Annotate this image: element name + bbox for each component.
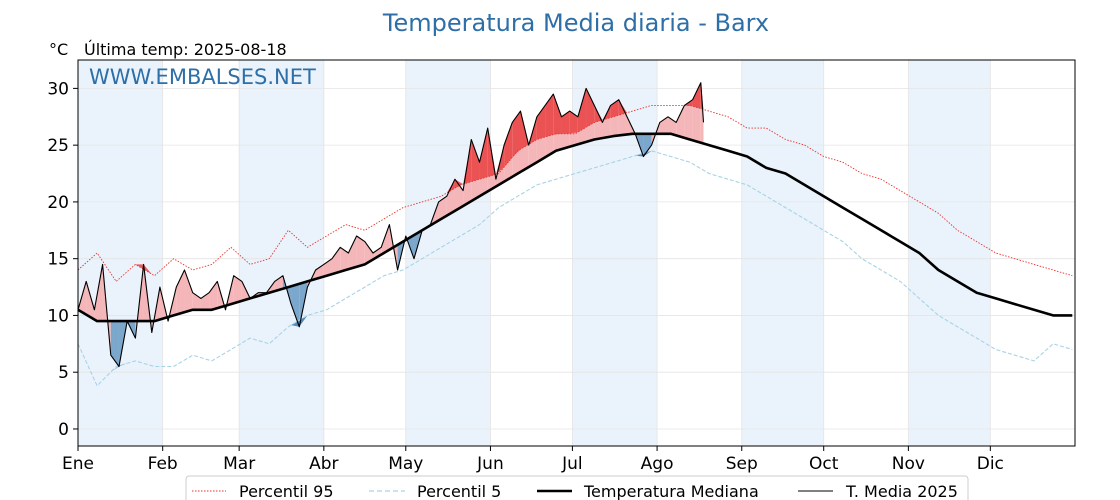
month-band bbox=[741, 60, 824, 446]
x-tick-label: Ene bbox=[62, 454, 94, 474]
x-tick-label: Dic bbox=[977, 454, 1004, 474]
fill-above-median bbox=[274, 275, 283, 292]
fill-above-p95 bbox=[569, 111, 578, 134]
fill-above-median bbox=[184, 270, 193, 313]
x-tick-label: Oct bbox=[809, 454, 839, 474]
month-band bbox=[908, 60, 991, 446]
last-temp-label: Última temp: 2025-08-18 bbox=[84, 40, 287, 59]
chart-title: Temperatura Media diaria - Barx bbox=[382, 9, 769, 37]
x-tick-label: Jul bbox=[561, 454, 583, 474]
fill-above-median bbox=[332, 247, 341, 275]
fill-above-median bbox=[364, 241, 374, 265]
fill-above-median bbox=[356, 235, 365, 267]
plot-frame bbox=[77, 59, 1076, 447]
fill-above-p95 bbox=[545, 94, 554, 138]
fill-below-median bbox=[643, 133, 652, 157]
fill-above-median bbox=[438, 196, 447, 221]
y-tick-label: 25 bbox=[47, 136, 69, 156]
month-band bbox=[78, 60, 163, 446]
x-tick-label: Feb bbox=[148, 454, 178, 474]
x-tick-label: Jun bbox=[476, 454, 504, 474]
legend-box bbox=[185, 475, 969, 500]
fill-above-p95 bbox=[553, 94, 562, 135]
fill-below-median bbox=[110, 321, 119, 367]
fill-above-median bbox=[373, 247, 382, 260]
x-tick-label: Ago bbox=[641, 454, 674, 474]
fill-above-p95 bbox=[561, 111, 570, 134]
fill-above-p95 bbox=[692, 82, 701, 109]
y-tick-label: 5 bbox=[58, 363, 69, 383]
fill-below-median bbox=[291, 283, 300, 327]
legend-p5-label: Percentil 5 bbox=[417, 482, 501, 500]
fill-above-p95 bbox=[504, 122, 513, 168]
fill-above-median bbox=[340, 247, 349, 272]
legend-median-label: Temperatura Mediana bbox=[583, 482, 759, 500]
fill-above-median bbox=[233, 275, 242, 304]
fill-below-p5 bbox=[299, 315, 308, 327]
fill-above-median bbox=[86, 281, 95, 320]
fill-above-median bbox=[176, 270, 185, 315]
series-line-percentil-95 bbox=[77, 104, 1073, 283]
x-tick-label: Nov bbox=[892, 454, 925, 474]
fill-above-median bbox=[209, 281, 218, 310]
x-tick-label: May bbox=[388, 454, 423, 474]
fill-above-p95 bbox=[512, 111, 521, 158]
x-tick-label: Mar bbox=[223, 454, 255, 474]
legend-p95-label: Percentil 95 bbox=[239, 482, 334, 500]
x-tick-label: Abr bbox=[309, 454, 338, 474]
fill-below-p5 bbox=[643, 150, 652, 157]
series-lines bbox=[77, 82, 1073, 387]
y-axis-ticks: 0 5 10 15 20 25 30 bbox=[47, 79, 78, 440]
series-line-t-media-2025 bbox=[77, 82, 705, 368]
fill-above-p95 bbox=[586, 88, 595, 128]
fill-above-p95 bbox=[479, 128, 488, 180]
legend-current-label: T. Media 2025 bbox=[845, 482, 958, 500]
watermark: WWW.EMBALSES.NET bbox=[89, 65, 316, 89]
fill-above-median bbox=[348, 235, 357, 270]
month-band bbox=[239, 60, 324, 446]
y-tick-label: 0 bbox=[58, 420, 69, 440]
y-tick-label: 15 bbox=[47, 250, 69, 270]
series-line-percentil-5 bbox=[77, 150, 1073, 387]
unit-label: °C bbox=[49, 40, 68, 59]
x-tick-label: Sep bbox=[726, 454, 758, 474]
fill-above-median bbox=[684, 99, 693, 141]
month-band bbox=[405, 60, 491, 446]
fill-above-median bbox=[381, 224, 390, 255]
y-tick-label: 30 bbox=[47, 79, 69, 99]
x-axis-ticks: Ene Feb Mar Abr May Jun Jul Ago Sep Oct Nov Dic bbox=[62, 446, 1004, 474]
fill-above-p95 bbox=[463, 139, 472, 185]
fill-above-p95 bbox=[471, 139, 480, 182]
fill-above-p95 bbox=[577, 88, 587, 133]
fill-above-median bbox=[200, 292, 210, 310]
fill-above-p95 bbox=[446, 179, 455, 193]
series-line-temperatura-mediana bbox=[77, 132, 1073, 323]
fill-above-median bbox=[454, 179, 464, 211]
fill-above-median bbox=[192, 292, 201, 310]
fill-above-p95 bbox=[143, 264, 152, 275]
y-tick-label: 10 bbox=[47, 306, 69, 326]
month-bands bbox=[78, 60, 991, 446]
y-tick-label: 20 bbox=[47, 193, 69, 213]
fill-above-median bbox=[315, 264, 324, 279]
fill-above-median bbox=[676, 105, 685, 138]
legend: Percentil 95 Percentil 5 Temperatura Med… bbox=[185, 475, 969, 500]
